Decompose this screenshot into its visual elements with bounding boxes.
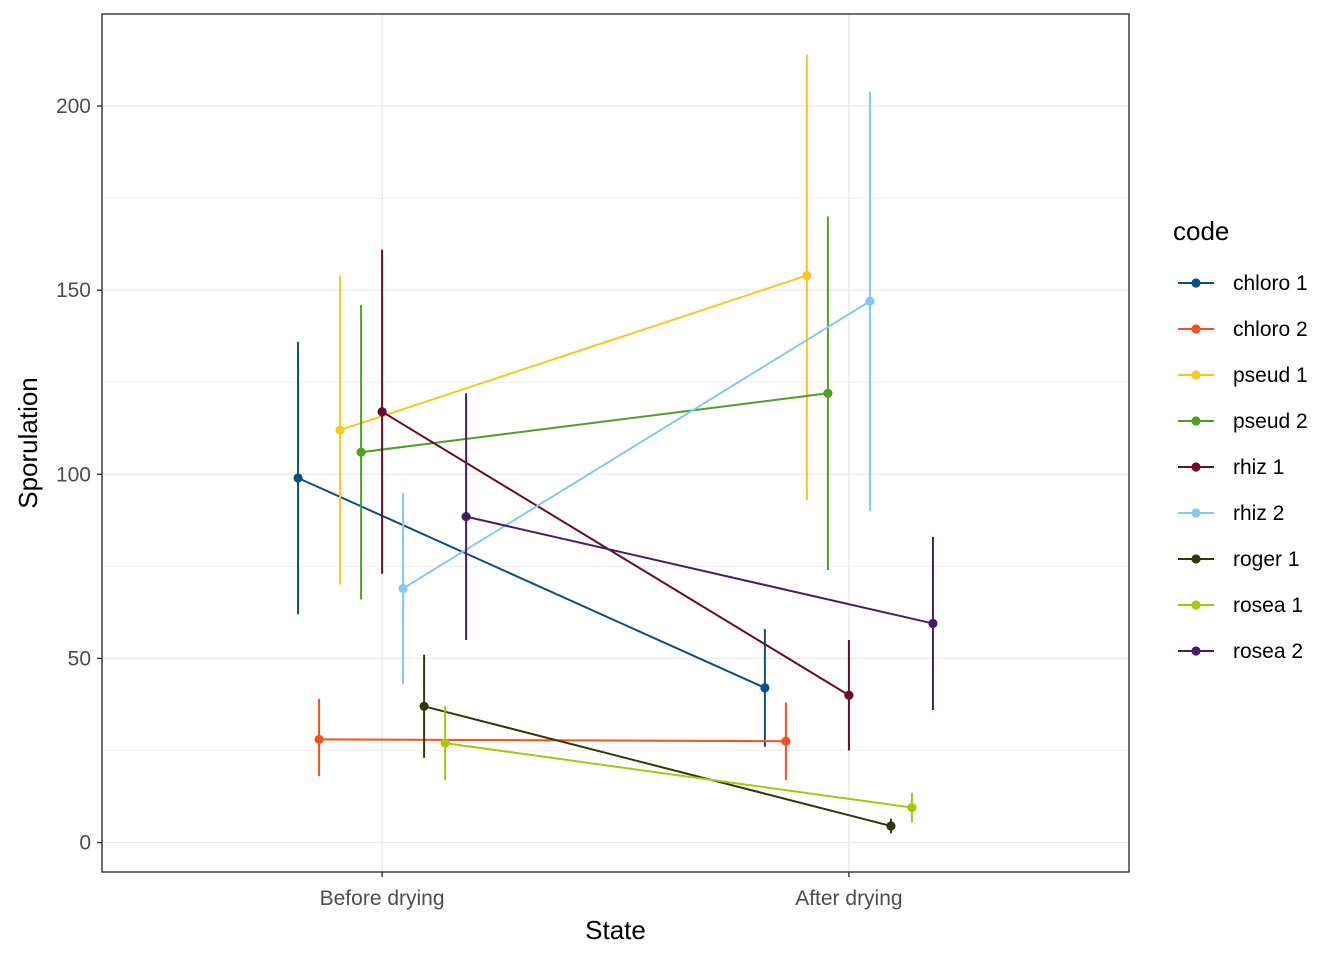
series-line: [402, 300, 871, 590]
legend-label: rhiz 1: [1233, 456, 1284, 479]
data-point: [356, 447, 366, 457]
y-tick-label: 50: [68, 647, 91, 670]
data-point: [802, 270, 812, 281]
legend-key-point: [1191, 646, 1201, 656]
series-chloro-2: [314, 698, 791, 780]
data-point: [865, 296, 875, 306]
data-point: [886, 821, 896, 831]
legend-item: pseud 1: [1178, 364, 1308, 387]
data-point: [293, 473, 303, 483]
x-tick-label: Before drying: [320, 887, 445, 910]
x-axis-title: State: [585, 915, 646, 945]
y-axis: 0 50 100 150 200: [56, 95, 102, 855]
grid-lines: [102, 14, 1129, 872]
series-rhiz-1: [377, 249, 854, 751]
series-layer: [293, 54, 938, 834]
legend-label: rosea 2: [1233, 640, 1303, 663]
data-point: [760, 683, 770, 693]
legend-key-point: [1191, 278, 1201, 288]
series-line: [423, 705, 892, 827]
legend-label: rosea 1: [1233, 594, 1303, 617]
legend-item: chloro 2: [1178, 318, 1308, 341]
legend-item: roger 1: [1178, 548, 1300, 571]
y-tick-label: 200: [56, 95, 91, 118]
legend-item: rhiz 2: [1178, 502, 1284, 525]
data-point: [461, 512, 471, 522]
legend-label: roger 1: [1233, 548, 1300, 571]
legend-label: chloro 1: [1233, 272, 1308, 295]
legend-item: pseud 2: [1178, 410, 1308, 433]
legend: code chloro 1 chloro 2 pseud 1 pseud 2 rhiz …: [1173, 216, 1308, 663]
data-point: [377, 407, 387, 417]
x-tick-label: After drying: [795, 887, 902, 910]
data-point: [844, 690, 854, 700]
series-line: [444, 742, 913, 809]
series-pseud-2: [356, 216, 833, 600]
series-roger-1: [419, 654, 896, 834]
series-rosea-2: [461, 393, 938, 710]
series-line: [339, 274, 808, 432]
legend-label: pseud 2: [1233, 410, 1308, 433]
data-point: [823, 388, 833, 398]
legend-item: rhiz 1: [1178, 456, 1284, 479]
series-line: [297, 477, 766, 689]
data-point: [907, 802, 917, 813]
series-rosea-1: [440, 706, 917, 823]
legend-key-point: [1191, 554, 1201, 564]
y-tick-label: 100: [56, 463, 91, 486]
series-line: [381, 410, 850, 697]
legend-key-point: [1191, 508, 1201, 518]
data-point: [398, 583, 408, 594]
series-line: [360, 392, 829, 454]
legend-item: rosea 2: [1178, 640, 1303, 663]
plot-panel: [102, 14, 1129, 872]
x-axis: Before drying After drying: [320, 872, 903, 910]
data-point: [781, 736, 791, 746]
data-point: [419, 701, 429, 711]
series-rhiz-2: [398, 91, 875, 685]
y-axis-title: Sporulation: [13, 377, 43, 509]
legend-label: rhiz 2: [1233, 502, 1284, 525]
series-line: [465, 515, 934, 625]
legend-label: chloro 2: [1233, 318, 1308, 341]
data-point: [440, 738, 450, 748]
legend-key-point: [1191, 370, 1201, 380]
series-line: [319, 738, 786, 743]
legend-key-point: [1191, 416, 1201, 426]
legend-title: code: [1173, 216, 1229, 246]
plot-area: [101, 13, 1130, 873]
plot-border: [101, 13, 1130, 873]
y-tick-label: 150: [56, 279, 91, 302]
legend-item: chloro 1: [1178, 272, 1308, 295]
legend-label: pseud 1: [1233, 364, 1308, 387]
data-point: [335, 425, 345, 435]
series-chloro-1: [293, 341, 770, 747]
data-point: [928, 618, 938, 629]
legend-key-point: [1191, 324, 1201, 334]
legend-key-point: [1191, 462, 1201, 472]
series-pseud-1: [335, 54, 812, 585]
legend-item: rosea 1: [1178, 594, 1303, 617]
y-tick-label: 0: [79, 832, 91, 855]
data-point: [314, 734, 324, 745]
legend-key-point: [1191, 600, 1201, 610]
